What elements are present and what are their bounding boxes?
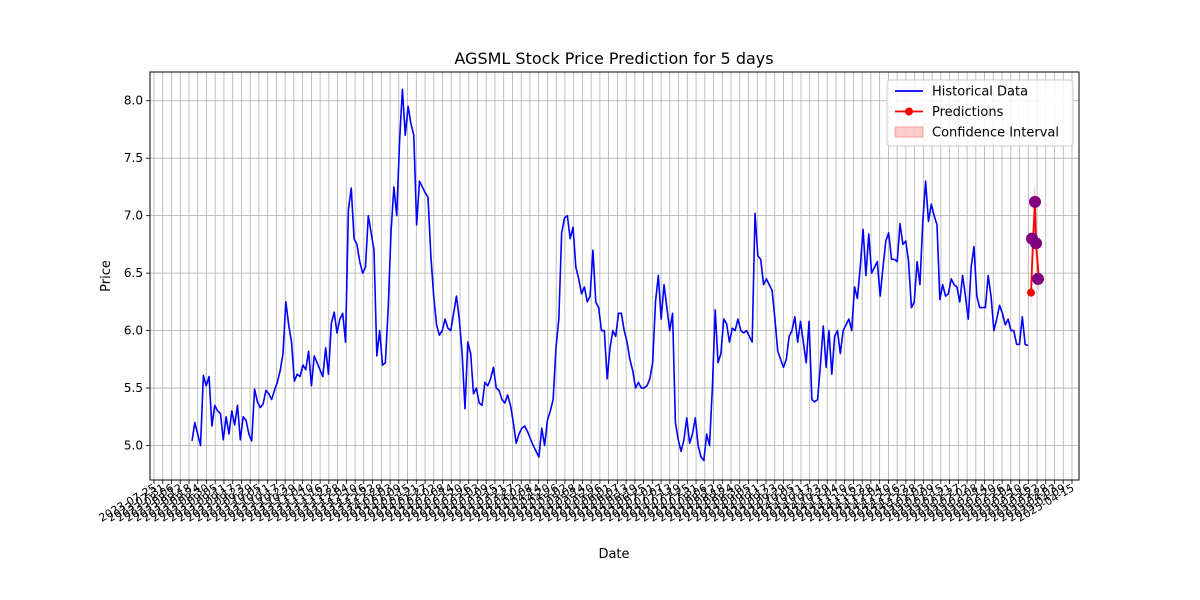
prediction-series [1026, 195, 1044, 297]
legend-label: Confidence Interval [932, 126, 1059, 141]
y-tick-label: 6.5 [124, 266, 143, 280]
legend: Historical Data Predictions Confidence Int… [886, 79, 1074, 147]
plot-frame [149, 71, 1080, 481]
y-tick-label: 5.0 [124, 439, 143, 453]
prediction-marker [1032, 272, 1044, 285]
x-axis-label: Date [598, 547, 629, 562]
historical-series [191, 88, 1029, 462]
prediction-marker [1030, 237, 1042, 250]
y-tick-label: 7.0 [124, 209, 143, 223]
y-tick-label: 6.0 [124, 324, 143, 338]
legend-label: Historical Data [932, 85, 1028, 100]
prediction-marker [1029, 195, 1041, 208]
legend-swatch-predictions-marker [905, 107, 913, 116]
legend-label: Predictions [932, 105, 1004, 120]
y-tick-label: 5.5 [124, 381, 143, 395]
y-tick-label: 8.0 [124, 94, 143, 108]
y-axis-label: Price [99, 260, 114, 292]
y-tick-label: 7.5 [124, 151, 143, 165]
legend-box [886, 79, 1074, 147]
x-axis-ticks: 2023-07-252023-07-312023-08-062023-08-12… [97, 480, 1077, 525]
y-axis-ticks: 5.0 5.5 6.0 6.5 7.0 7.5 8.0 [124, 94, 150, 453]
prediction-point [1027, 288, 1035, 297]
chart-title: AGSML Stock Price Prediction for 5 days [454, 49, 773, 68]
historical-data-line [191, 88, 1029, 462]
legend-swatch-confidence [894, 126, 924, 138]
